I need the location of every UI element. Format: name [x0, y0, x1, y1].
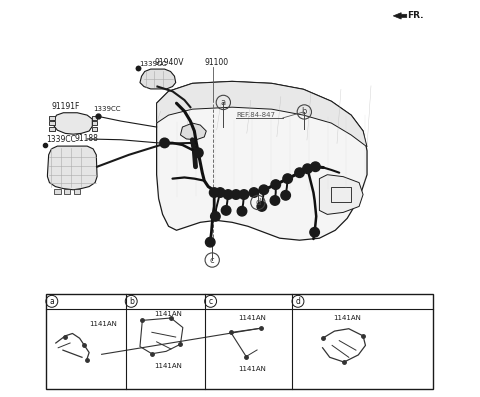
Circle shape: [311, 162, 320, 172]
Bar: [331, 187, 351, 202]
Bar: [48, 121, 55, 125]
Circle shape: [205, 237, 215, 247]
Circle shape: [270, 196, 280, 205]
Circle shape: [271, 180, 280, 189]
Text: 1141AN: 1141AN: [238, 366, 266, 372]
Text: 91188: 91188: [74, 134, 98, 143]
Bar: [74, 189, 81, 194]
Circle shape: [303, 164, 312, 173]
Text: FR.: FR.: [408, 12, 424, 20]
Text: 1339CC: 1339CC: [93, 106, 120, 112]
Text: 91100: 91100: [204, 58, 228, 67]
Circle shape: [259, 185, 269, 195]
Circle shape: [249, 188, 259, 197]
Circle shape: [193, 148, 203, 158]
Circle shape: [209, 188, 219, 197]
Text: 1141AN: 1141AN: [333, 314, 361, 321]
Text: a: a: [221, 98, 226, 107]
Circle shape: [283, 174, 292, 183]
Circle shape: [310, 227, 319, 237]
Text: REF.84-847: REF.84-847: [236, 112, 275, 118]
Circle shape: [295, 168, 304, 177]
Text: c: c: [208, 297, 213, 306]
Bar: [92, 121, 97, 125]
Polygon shape: [319, 175, 363, 214]
Text: 1141AN: 1141AN: [155, 363, 182, 369]
Bar: [48, 116, 55, 120]
Circle shape: [231, 190, 241, 199]
Text: d: d: [255, 198, 261, 207]
Text: c: c: [210, 256, 215, 264]
Text: b: b: [301, 108, 307, 116]
Circle shape: [281, 191, 290, 200]
Text: 91940V: 91940V: [155, 58, 184, 67]
Text: d: d: [296, 297, 300, 306]
Circle shape: [160, 138, 169, 148]
Circle shape: [211, 212, 220, 221]
Text: 1141AN: 1141AN: [238, 314, 266, 321]
Text: 1141AN: 1141AN: [155, 310, 182, 317]
Polygon shape: [180, 123, 206, 140]
Polygon shape: [54, 113, 92, 134]
Text: b: b: [129, 297, 133, 306]
Polygon shape: [140, 69, 176, 89]
Text: 1339CC: 1339CC: [46, 135, 76, 144]
Circle shape: [221, 206, 231, 215]
Circle shape: [257, 202, 266, 211]
Circle shape: [239, 190, 249, 199]
Polygon shape: [393, 13, 407, 19]
Text: 91191F: 91191F: [51, 102, 80, 111]
Text: 1141AN: 1141AN: [89, 320, 117, 327]
Circle shape: [237, 206, 247, 216]
Bar: [92, 127, 97, 131]
Circle shape: [223, 190, 233, 199]
Polygon shape: [156, 81, 367, 147]
Polygon shape: [156, 81, 367, 240]
Bar: [92, 116, 97, 120]
Bar: [54, 189, 60, 194]
Bar: [46, 294, 433, 389]
Circle shape: [216, 188, 225, 197]
Text: 1339CC: 1339CC: [139, 61, 166, 67]
Polygon shape: [48, 146, 97, 190]
Bar: [48, 127, 55, 131]
Text: a: a: [49, 297, 54, 306]
Bar: [64, 189, 71, 194]
